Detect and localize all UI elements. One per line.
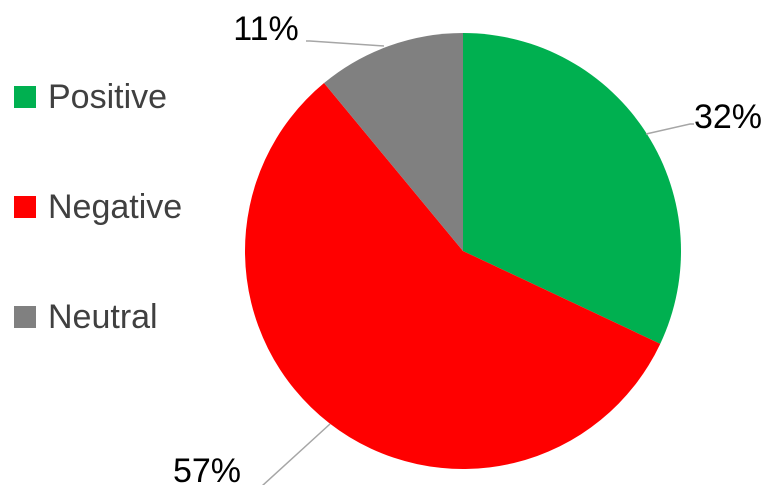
data-label-negative: 57%: [173, 452, 241, 485]
leader-line-neutral: [306, 40, 385, 47]
pie-slice-negative: [244, 83, 661, 470]
leader-line-positive: [645, 123, 694, 135]
legend-item-positive: Positive: [14, 80, 167, 114]
pie-slice-neutral: [324, 33, 463, 251]
data-label-neutral: 11%: [233, 10, 299, 48]
legend-swatch-positive: [14, 86, 36, 108]
legend-swatch-negative: [14, 196, 36, 218]
data-label-positive: 32%: [694, 98, 762, 136]
legend-label-positive: Positive: [48, 78, 168, 116]
legend-swatch-neutral: [14, 306, 36, 328]
pie-slice-positive: [463, 33, 681, 344]
legend-label-neutral: Neutral: [48, 298, 158, 336]
legend-item-negative: Negative: [14, 190, 182, 224]
leader-line-negative: [258, 423, 331, 487]
legend-label-negative: Negative: [48, 188, 183, 226]
legend-item-neutral: Neutral: [14, 300, 158, 334]
